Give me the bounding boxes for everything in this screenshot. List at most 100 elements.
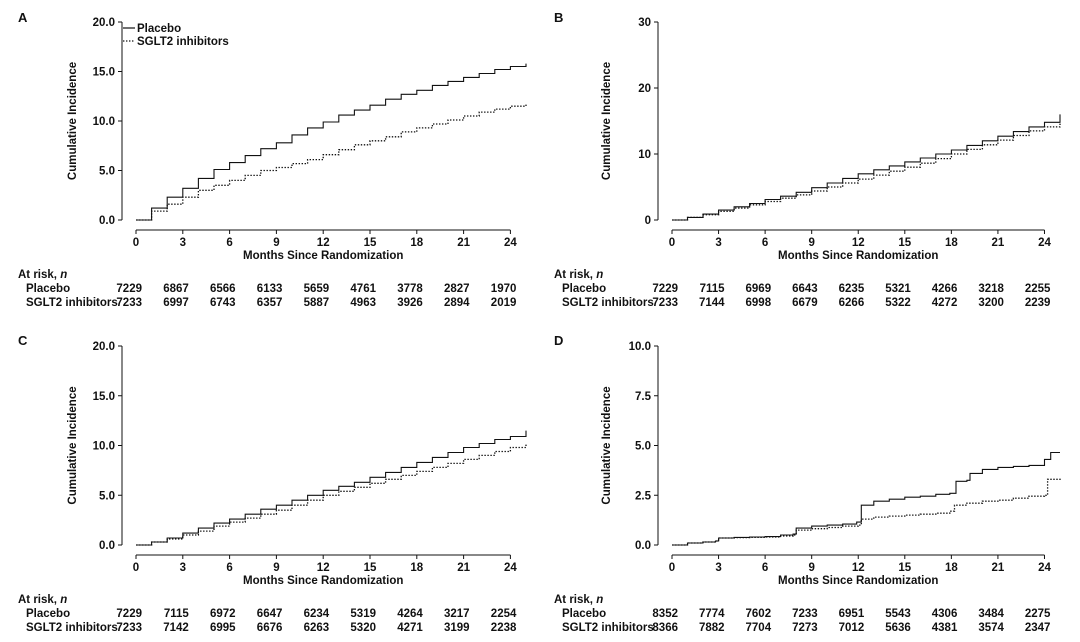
x-tick-label: 18 bbox=[410, 237, 423, 249]
y-tick-label: 0.0 bbox=[99, 215, 115, 227]
x-tick-label: 18 bbox=[410, 562, 423, 574]
x-tick-label: 24 bbox=[1038, 562, 1051, 574]
x-axis-title: Months Since Randomization bbox=[243, 575, 403, 587]
at-risk-value: 5321 bbox=[885, 283, 911, 295]
x-tick-label: 6 bbox=[226, 562, 232, 574]
x-tick-label: 9 bbox=[808, 562, 814, 574]
x-tick-label: 3 bbox=[180, 562, 186, 574]
at-risk-value: 4963 bbox=[350, 297, 376, 309]
series-line-sglt2-inhibitors bbox=[136, 443, 527, 546]
at-risk-value: 2255 bbox=[1025, 283, 1051, 295]
at-risk-value: 7602 bbox=[746, 608, 772, 620]
at-risk-value: 7229 bbox=[116, 608, 142, 620]
at-risk-value: 7144 bbox=[699, 297, 725, 309]
y-tick-label: 30 bbox=[638, 17, 651, 29]
at-risk-value: 7774 bbox=[699, 608, 725, 620]
at-risk-value: 3199 bbox=[444, 622, 470, 634]
series-line-sglt2-inhibitors bbox=[136, 103, 527, 221]
at-risk-value: 7115 bbox=[164, 608, 190, 620]
x-tick-label: 9 bbox=[273, 562, 279, 574]
panel-b: B 0 10 20 30 Cumulative Incidence 0 3 6 9 12 15 18 21… bbox=[554, 10, 1061, 309]
at-risk-value: 6647 bbox=[257, 608, 283, 620]
at-risk-value: 5319 bbox=[350, 608, 376, 620]
panel-letter: D bbox=[554, 333, 563, 348]
at-risk-value: 7229 bbox=[652, 283, 678, 295]
at-risk-value: 2019 bbox=[491, 297, 517, 309]
at-risk-value: 7233 bbox=[116, 622, 142, 634]
x-tick-label: 12 bbox=[317, 562, 330, 574]
y-tick-label: 0.0 bbox=[635, 540, 651, 552]
x-tick-label: 12 bbox=[317, 237, 330, 249]
at-risk-value: 6998 bbox=[746, 297, 772, 309]
y-tick-label: 0 bbox=[645, 215, 651, 227]
at-risk-value: 7142 bbox=[163, 622, 189, 634]
at-risk-value: 3200 bbox=[978, 297, 1004, 309]
x-tick-label: 12 bbox=[852, 562, 865, 574]
at-risk-value: 7229 bbox=[116, 283, 142, 295]
x-tick-label: 21 bbox=[457, 562, 470, 574]
at-risk-value: 8352 bbox=[652, 608, 678, 620]
y-tick-label: 2.5 bbox=[635, 490, 652, 502]
x-axis-title: Months Since Randomization bbox=[778, 250, 938, 262]
at-risk-value: 5659 bbox=[304, 283, 330, 295]
y-tick-label: 10 bbox=[638, 149, 651, 161]
x-tick-label: 15 bbox=[898, 562, 911, 574]
at-risk-row: Placebo 7229 6867 6566 6133 5659 4761 3778 2827 1… bbox=[26, 283, 516, 295]
at-risk-row-label: Placebo bbox=[26, 283, 70, 295]
y-tick-label: 10.0 bbox=[629, 341, 651, 353]
at-risk-row-label: Placebo bbox=[562, 283, 606, 295]
panel-letter: C bbox=[18, 333, 28, 348]
series-line-placebo bbox=[672, 114, 1061, 221]
at-risk-table: At risk, n Placebo 8352 7774 7602 7233 6951 554… bbox=[554, 594, 1051, 634]
at-risk-value: 6679 bbox=[792, 297, 818, 309]
at-risk-value: 7233 bbox=[116, 297, 142, 309]
at-risk-value: 7233 bbox=[652, 297, 678, 309]
at-risk-value: 2275 bbox=[1025, 608, 1051, 620]
at-risk-value: 6357 bbox=[257, 297, 283, 309]
at-risk-row: Placebo 7229 7115 6972 6647 6234 5319 4264 3217 2… bbox=[26, 608, 517, 620]
at-risk-value: 7882 bbox=[699, 622, 725, 634]
at-risk-value: 6133 bbox=[257, 283, 283, 295]
at-risk-value: 4761 bbox=[350, 283, 376, 295]
legend-label: Placebo bbox=[137, 23, 181, 35]
y-axis-title: Cumulative Incidence bbox=[67, 386, 79, 504]
at-risk-table: At risk, n Placebo 7229 7115 6969 6643 6235 532… bbox=[554, 269, 1051, 309]
x-tick-label: 15 bbox=[364, 237, 377, 249]
at-risk-value: 6951 bbox=[839, 608, 865, 620]
series-line-placebo bbox=[672, 451, 1060, 546]
x-tick-label: 15 bbox=[364, 562, 377, 574]
at-risk-value: 2239 bbox=[1025, 297, 1051, 309]
y-tick-label: 5.0 bbox=[99, 490, 115, 502]
x-tick-label: 15 bbox=[898, 237, 911, 249]
x-tick-label: 0 bbox=[133, 237, 139, 249]
at-risk-value: 6235 bbox=[839, 283, 865, 295]
x-tick-label: 6 bbox=[762, 237, 768, 249]
x-tick-label: 12 bbox=[852, 237, 865, 249]
at-risk-value: 6743 bbox=[210, 297, 236, 309]
x-tick-label: 21 bbox=[992, 562, 1005, 574]
at-risk-value: 6867 bbox=[163, 283, 189, 295]
at-risk-row-label: SGLT2 inhibitors bbox=[562, 297, 654, 309]
at-risk-row: Placebo 7229 7115 6969 6643 6235 5321 4266 3218 2… bbox=[562, 283, 1051, 295]
at-risk-value: 7012 bbox=[839, 622, 865, 634]
series-line-sglt2-inhibitors bbox=[672, 478, 1061, 546]
at-risk-value: 5636 bbox=[885, 622, 911, 634]
at-risk-value: 4306 bbox=[932, 608, 958, 620]
at-risk-value: 5322 bbox=[885, 297, 911, 309]
at-risk-title: At risk, n bbox=[18, 594, 67, 606]
x-axis-title: Months Since Randomization bbox=[778, 575, 938, 587]
at-risk-value: 6566 bbox=[210, 283, 236, 295]
at-risk-value: 4272 bbox=[932, 297, 958, 309]
at-risk-value: 3484 bbox=[978, 608, 1004, 620]
x-tick-label: 21 bbox=[992, 237, 1005, 249]
x-tick-label: 3 bbox=[715, 237, 721, 249]
at-risk-value: 5887 bbox=[304, 297, 330, 309]
y-axis-title: Cumulative Incidence bbox=[601, 62, 613, 180]
at-risk-value: 6234 bbox=[304, 608, 330, 620]
at-risk-value: 3778 bbox=[397, 283, 423, 295]
y-tick-label: 10.0 bbox=[93, 116, 115, 128]
at-risk-value: 3926 bbox=[397, 297, 423, 309]
at-risk-value: 2254 bbox=[491, 608, 517, 620]
